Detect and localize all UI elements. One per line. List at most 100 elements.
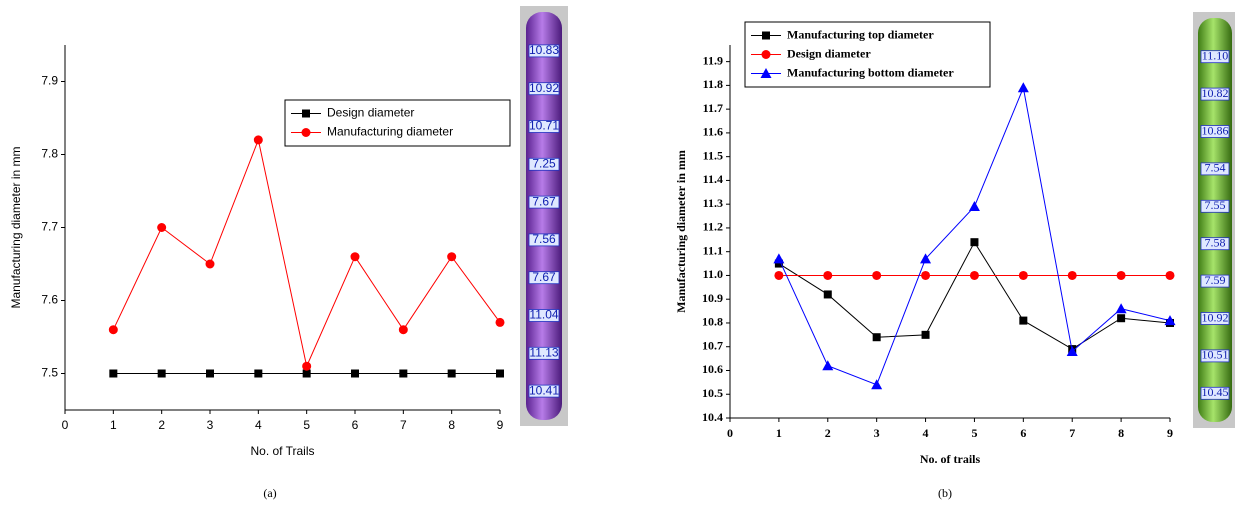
marker	[970, 238, 978, 246]
marker	[921, 271, 930, 280]
y-tick-label: 7.8	[41, 147, 58, 161]
marker	[302, 362, 311, 371]
marker	[496, 318, 505, 327]
caption: (b)	[938, 486, 952, 500]
part-label: 10.92	[1202, 310, 1229, 324]
x-tick-label: 2	[158, 418, 165, 432]
marker	[1117, 271, 1126, 280]
legend-label: Design diameter	[787, 46, 871, 60]
y-tick-label: 10.7	[702, 338, 723, 352]
part-label: 11.10	[1202, 48, 1229, 62]
y-tick-label: 10.6	[702, 362, 723, 376]
part-label: 10.71	[529, 119, 559, 133]
x-tick-label: 6	[352, 418, 359, 432]
y-tick-label: 11.4	[703, 172, 723, 186]
y-tick-label: 11.9	[703, 53, 723, 67]
x-axis-label: No. of trails	[920, 452, 981, 466]
x-tick-label: 5	[303, 418, 310, 432]
x-tick-label: 9	[1167, 426, 1173, 440]
marker	[762, 50, 771, 59]
x-tick-label: 7	[400, 418, 407, 432]
part-label: 10.92	[529, 81, 559, 95]
part-label: 7.59	[1205, 273, 1226, 287]
marker	[1166, 271, 1175, 280]
x-tick-label: 3	[207, 418, 214, 432]
part-label: 10.41	[529, 383, 559, 397]
part-label: 7.25	[532, 156, 556, 170]
y-tick-label: 10.9	[702, 291, 723, 305]
marker	[969, 201, 980, 211]
part-label: 10.86	[1202, 123, 1229, 137]
y-tick-label: 10.8	[702, 315, 723, 329]
marker	[922, 331, 930, 339]
x-tick-label: 5	[971, 426, 977, 440]
x-tick-label: 0	[727, 426, 733, 440]
marker	[496, 370, 504, 378]
marker	[1018, 82, 1029, 92]
marker	[158, 370, 166, 378]
marker	[399, 370, 407, 378]
y-tick-label: 11.5	[703, 148, 723, 162]
x-tick-label: 6	[1020, 426, 1026, 440]
marker	[774, 271, 783, 280]
marker	[970, 271, 979, 280]
y-tick-label: 7.5	[41, 366, 58, 380]
marker	[206, 260, 215, 269]
marker	[109, 370, 117, 378]
marker	[109, 325, 118, 334]
x-axis-label: No. of Trails	[250, 444, 314, 458]
y-tick-label: 11.7	[703, 101, 723, 115]
part-label: 7.67	[532, 194, 556, 208]
x-tick-label: 1	[776, 426, 782, 440]
marker	[824, 290, 832, 298]
legend-label: Manufacturing top diameter	[787, 27, 934, 41]
x-tick-label: 1	[110, 418, 117, 432]
marker	[157, 223, 166, 232]
x-tick-label: 9	[497, 418, 504, 432]
legend-label: Manufacturing bottom diameter	[787, 65, 954, 79]
marker	[399, 325, 408, 334]
part-label: 10.51	[1202, 348, 1229, 362]
y-tick-label: 7.6	[41, 293, 58, 307]
part-label: 7.55	[1205, 198, 1226, 212]
x-tick-label: 8	[1118, 426, 1124, 440]
marker	[773, 253, 784, 263]
y-tick-label: 11.8	[703, 77, 723, 91]
x-tick-label: 4	[255, 418, 262, 432]
part-label: 11.13	[529, 345, 558, 359]
part-label: 7.58	[1205, 235, 1226, 249]
marker	[762, 32, 770, 40]
part-label: 10.83	[529, 43, 559, 57]
y-axis-label: Manufacturing diameter in mm	[9, 146, 23, 308]
series-line	[113, 140, 500, 366]
y-tick-label: 11.3	[703, 196, 723, 210]
y-tick-label: 7.9	[41, 74, 58, 88]
chart: 7.5 7.6 7.7 7.8 7.9 0 1 2 3 4 5 6 7 8 9 No. of Trails Ma…	[9, 6, 568, 458]
x-tick-label: 0	[62, 418, 69, 432]
x-tick-label: 7	[1069, 426, 1075, 440]
marker	[302, 110, 310, 118]
y-tick-label: 7.7	[41, 220, 58, 234]
marker	[1116, 303, 1127, 313]
marker	[254, 135, 263, 144]
marker	[873, 333, 881, 341]
legend-label: Manufacturing diameter	[327, 125, 453, 139]
caption: (a)	[263, 486, 276, 500]
figure: 7.5 7.6 7.7 7.8 7.9 0 1 2 3 4 5 6 7 8 9 No. of Trails Ma…	[0, 0, 1235, 515]
marker	[206, 370, 214, 378]
series-line	[779, 242, 1170, 349]
marker	[254, 370, 262, 378]
series-line	[779, 88, 1170, 385]
part-label: 7.56	[532, 232, 556, 246]
x-tick-label: 8	[448, 418, 455, 432]
part-label: 11.04	[529, 308, 558, 322]
marker	[1019, 271, 1028, 280]
chart: 10.410.510.610.710.810.911.011.111.211.3…	[674, 12, 1235, 466]
marker	[823, 271, 832, 280]
y-tick-label: 10.5	[702, 386, 723, 400]
marker	[822, 360, 833, 370]
marker	[871, 379, 882, 389]
x-tick-label: 2	[825, 426, 831, 440]
y-tick-label: 11.2	[703, 220, 723, 234]
part-label: 7.67	[532, 270, 556, 284]
